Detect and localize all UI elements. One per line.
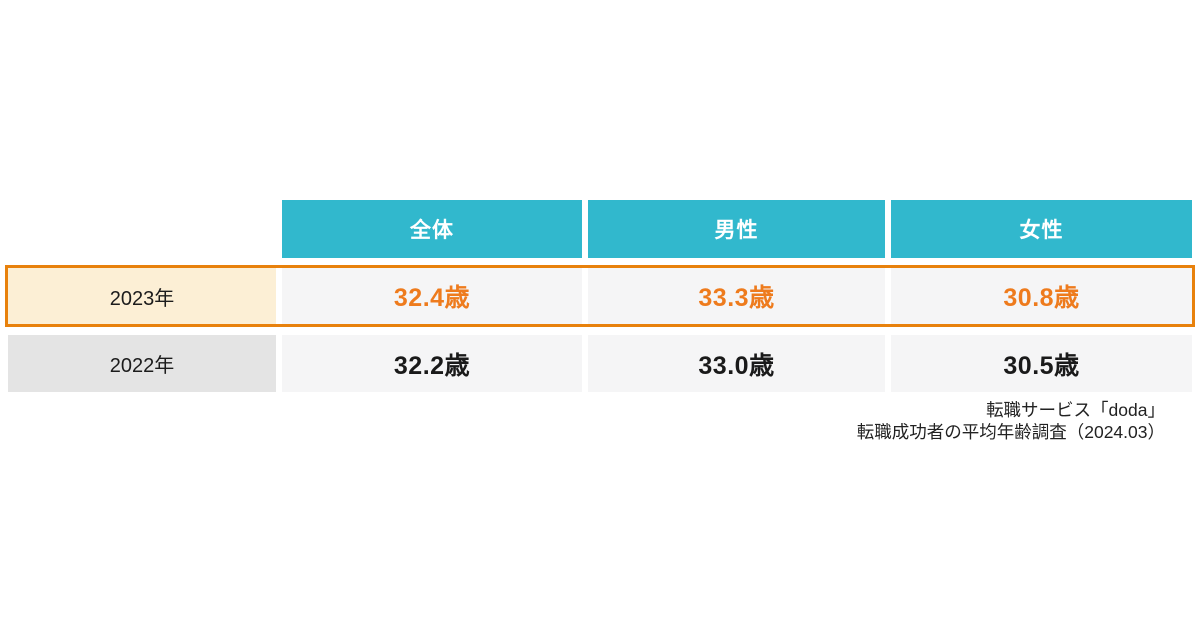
table-row-2023: 2023年 32.4歳 33.3歳 30.8歳 <box>8 268 1192 324</box>
header-cell-male: 男性 <box>588 200 885 258</box>
average-age-table: 全体 男性 女性 2023年 32.4歳 33.3歳 30.8歳 2022年 3… <box>5 200 1195 392</box>
table-row-2022: 2022年 32.2歳 33.0歳 30.5歳 <box>8 335 1192 392</box>
row-label-2022: 2022年 <box>8 335 276 392</box>
row-label-2023: 2023年 <box>8 268 276 324</box>
source-line-2: 転職成功者の平均年齢調査（2024.03） <box>856 422 1165 442</box>
value-2023-female: 30.8歳 <box>891 268 1192 324</box>
source-attribution: 転職サービス「doda」 転職成功者の平均年齢調査（2024.03） <box>857 399 1165 443</box>
header-cell-overall: 全体 <box>282 200 582 258</box>
row-2023-highlight-border: 2023年 32.4歳 33.3歳 30.8歳 <box>5 265 1195 327</box>
header-spacer-cell <box>8 200 276 258</box>
value-2023-male: 33.3歳 <box>588 268 885 324</box>
value-2022-overall: 32.2歳 <box>282 335 582 392</box>
value-2023-overall: 32.4歳 <box>282 268 582 324</box>
value-2022-male: 33.0歳 <box>588 335 885 392</box>
value-2022-female: 30.5歳 <box>891 335 1192 392</box>
header-cell-female: 女性 <box>891 200 1192 258</box>
table-header-row: 全体 男性 女性 <box>8 200 1192 258</box>
source-line-1: 転職サービス「doda」 <box>986 400 1165 420</box>
